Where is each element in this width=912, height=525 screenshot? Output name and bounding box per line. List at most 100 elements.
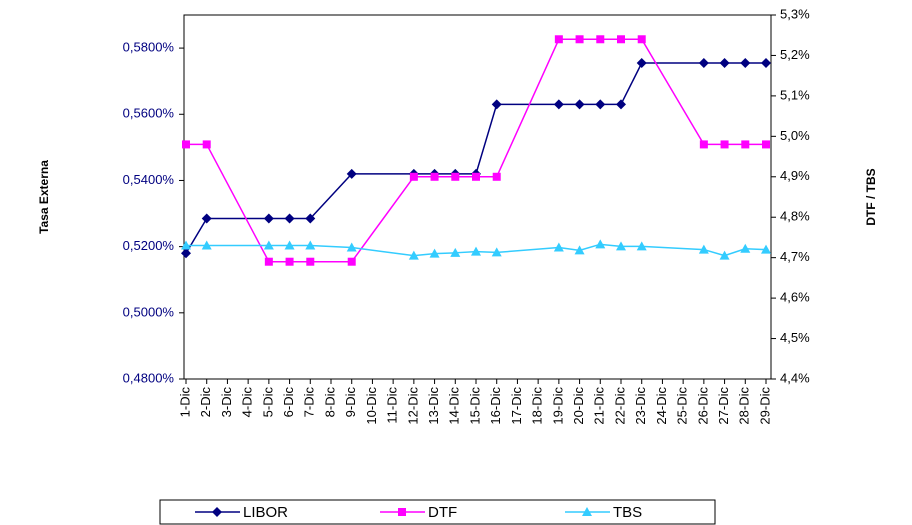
- point: [346, 168, 357, 179]
- legend-box: [159, 499, 716, 525]
- series-segment: [579, 243, 601, 252]
- point: [491, 247, 502, 257]
- x-tick-label: 19-Dic: [550, 387, 565, 425]
- point: [181, 240, 191, 250]
- series-segment: [475, 250, 497, 254]
- y2-tick-label: 5,3%: [780, 6, 810, 21]
- point: [636, 57, 647, 68]
- y-tick-label: 0,5600%: [123, 106, 175, 121]
- plot-frame: [183, 14, 772, 380]
- point: [306, 257, 315, 266]
- point: [637, 35, 646, 44]
- point: [347, 257, 356, 266]
- x-tick-label: 2-Dic: [198, 387, 213, 418]
- x-tick-label: 27-Dic: [716, 387, 731, 425]
- y-tick-label: 0,5400%: [123, 172, 175, 187]
- point: [554, 35, 563, 44]
- point: [472, 172, 480, 181]
- legend-label: TBS: [613, 504, 642, 521]
- point: [202, 140, 211, 149]
- point: [305, 213, 316, 224]
- series-segment: [724, 248, 746, 257]
- series-segment: [703, 248, 725, 257]
- series-segment: [496, 246, 559, 254]
- point: [284, 240, 295, 250]
- x-tick-label: 7-Dic: [302, 387, 317, 418]
- series-segment: [600, 243, 622, 248]
- x-tick-label: 22-Dic: [612, 387, 627, 425]
- point: [761, 57, 771, 68]
- y2-tick-label: 5,0%: [780, 128, 810, 143]
- legend-label: LIBOR: [243, 504, 288, 521]
- x-tick-label: 20-Dic: [571, 387, 586, 425]
- point: [636, 241, 647, 251]
- y2-tick-label: 4,9%: [780, 168, 810, 183]
- x-tick-label: 18-Dic: [530, 387, 545, 425]
- point: [409, 172, 418, 181]
- point: [263, 240, 274, 250]
- x-tick-label: 1-Dic: [177, 387, 192, 418]
- point: [720, 140, 729, 149]
- x-tick-label: 28-Dic: [737, 387, 752, 425]
- point: [761, 244, 771, 254]
- x-tick-label: 25-Dic: [675, 387, 690, 425]
- series-segment: [351, 246, 414, 257]
- point: [596, 35, 605, 44]
- point: [451, 172, 460, 181]
- series-segment: [413, 252, 435, 257]
- x-tick-label: 12-Dic: [405, 387, 420, 425]
- series-segment: [351, 176, 415, 263]
- point: [719, 57, 730, 68]
- x-tick-label: 29-Dic: [757, 387, 772, 425]
- point: [491, 99, 502, 110]
- series-segment: [206, 144, 270, 263]
- point: [740, 57, 751, 68]
- series-segment: [496, 38, 560, 178]
- series-segment: [455, 250, 477, 254]
- point: [595, 239, 606, 249]
- point: [430, 172, 439, 181]
- series-segment: [310, 244, 352, 249]
- series-segment: [620, 62, 643, 105]
- series-segment: [641, 38, 705, 145]
- series-segment: [434, 252, 456, 255]
- x-tick-label: 9-Dic: [343, 387, 358, 418]
- point: [574, 245, 585, 255]
- legend-marker: [398, 508, 406, 516]
- point: [284, 213, 295, 224]
- point: [264, 257, 273, 266]
- y2-tick-label: 4,4%: [780, 370, 810, 385]
- y-tick-label: 0,5200%: [123, 238, 175, 253]
- point: [575, 35, 584, 44]
- point: [616, 241, 626, 251]
- x-tick-label: 10-Dic: [364, 387, 379, 425]
- legend-label: DTF: [428, 504, 457, 521]
- y-tick-label: 0,4800%: [123, 370, 175, 385]
- point: [762, 140, 770, 149]
- point: [574, 99, 585, 110]
- point: [740, 243, 751, 253]
- point: [741, 140, 750, 149]
- y2-tick-label: 4,5%: [780, 330, 810, 345]
- point: [698, 244, 709, 254]
- point: [617, 35, 625, 44]
- x-tick-label: 15-Dic: [467, 387, 482, 425]
- y2-tick-label: 5,2%: [780, 47, 810, 62]
- series-segment: [309, 173, 353, 220]
- point: [616, 99, 626, 110]
- point: [553, 99, 564, 110]
- x-tick-label: 17-Dic: [509, 387, 524, 425]
- point: [305, 240, 316, 250]
- point: [450, 247, 461, 257]
- x-tick-label: 23-Dic: [633, 387, 648, 425]
- x-tick-label: 3-Dic: [219, 387, 234, 418]
- point: [719, 250, 730, 260]
- y2-tick-label: 4,8%: [780, 209, 810, 224]
- x-tick-label: 13-Dic: [426, 387, 441, 425]
- x-tick-label: 6-Dic: [281, 387, 296, 418]
- point: [201, 240, 212, 250]
- legend-marker: [212, 507, 222, 517]
- point: [285, 257, 294, 266]
- x-tick-label: 21-Dic: [592, 387, 607, 425]
